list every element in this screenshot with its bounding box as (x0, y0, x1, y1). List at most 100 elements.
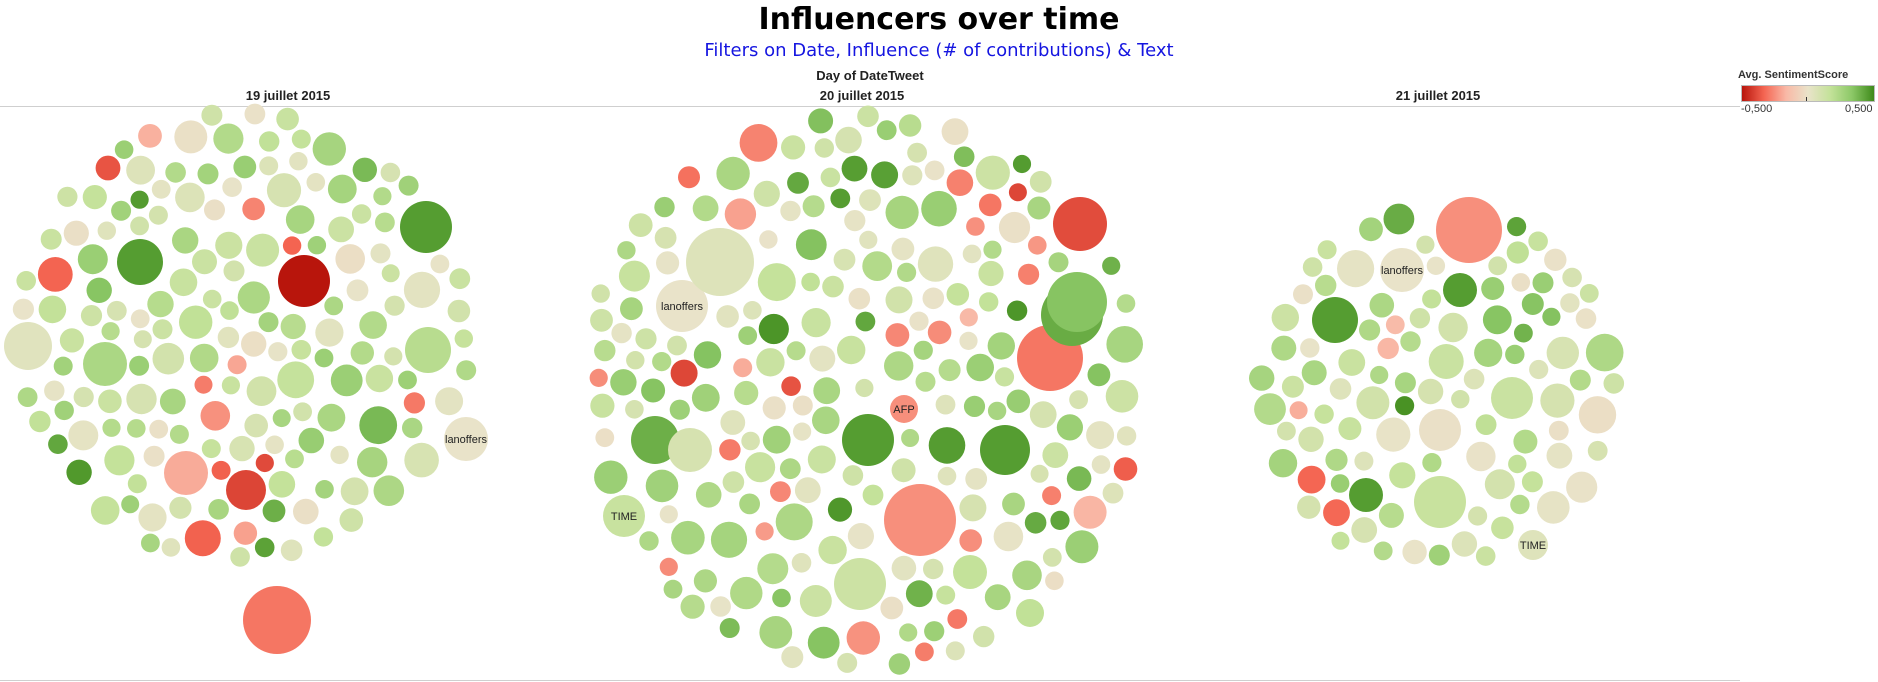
bubble[interactable] (384, 347, 403, 366)
bubble[interactable] (365, 364, 394, 393)
bubble[interactable] (220, 301, 239, 320)
bubble[interactable] (842, 465, 864, 486)
bubble[interactable] (1507, 217, 1527, 237)
bubble[interactable] (138, 123, 162, 148)
bubble[interactable] (1587, 440, 1608, 461)
bubble[interactable] (876, 120, 897, 141)
bubble[interactable] (1271, 335, 1297, 361)
bubble[interactable] (1521, 293, 1544, 315)
bubble[interactable] (255, 453, 274, 473)
bubble[interactable] (357, 447, 388, 478)
bubble[interactable] (370, 243, 391, 264)
bubble[interactable] (987, 401, 1007, 421)
bubble[interactable] (659, 505, 678, 524)
bubble[interactable] (339, 508, 364, 532)
bubble[interactable] (739, 493, 760, 515)
bubble[interactable] (959, 331, 978, 350)
bubble[interactable] (1532, 272, 1554, 294)
bubble[interactable] (117, 239, 163, 285)
bubble[interactable] (1468, 506, 1488, 526)
bubble[interactable] (1376, 417, 1411, 452)
bubble[interactable] (1314, 404, 1334, 424)
bubble[interactable] (83, 342, 127, 386)
bubble[interactable] (1338, 349, 1366, 376)
bubble[interactable] (1069, 390, 1088, 410)
bubble[interactable] (192, 249, 217, 275)
bubble[interactable] (635, 328, 657, 350)
bubble[interactable] (936, 585, 956, 605)
bubble[interactable] (915, 371, 936, 392)
bubble[interactable] (757, 553, 789, 585)
bubble[interactable] (1359, 217, 1383, 242)
bubble[interactable] (1481, 277, 1505, 300)
bubble[interactable] (743, 301, 762, 320)
bubble[interactable] (272, 409, 291, 428)
bubble[interactable] (63, 220, 89, 246)
bubble[interactable] (315, 318, 344, 347)
bubble[interactable] (1312, 297, 1358, 343)
bubble[interactable] (589, 368, 608, 387)
bubble[interactable] (671, 520, 705, 555)
bubble-lanoffers[interactable] (656, 280, 708, 332)
bubble[interactable] (762, 396, 786, 420)
bubble[interactable] (1548, 420, 1569, 441)
bubble[interactable] (799, 585, 832, 617)
bubble[interactable] (594, 339, 616, 362)
bubble[interactable] (905, 580, 933, 608)
bubble[interactable] (1042, 548, 1062, 567)
bubble[interactable] (617, 241, 636, 260)
bubble[interactable] (328, 216, 354, 243)
bubble[interactable] (293, 402, 312, 422)
bubble[interactable] (1578, 396, 1617, 434)
bubble[interactable] (1113, 457, 1138, 481)
bubble[interactable] (1542, 307, 1561, 326)
bubble[interactable] (775, 503, 813, 541)
bubble[interactable] (807, 626, 840, 659)
bubble[interactable] (29, 410, 51, 433)
bubble[interactable] (847, 523, 875, 550)
bubble-afp[interactable] (890, 395, 918, 423)
bubble[interactable] (130, 216, 150, 236)
bubble[interactable] (691, 383, 720, 412)
bubble[interactable] (1048, 252, 1069, 273)
bubble[interactable] (966, 217, 985, 236)
bubble[interactable] (917, 246, 954, 282)
bubble[interactable] (885, 286, 913, 314)
bubble[interactable] (759, 230, 778, 249)
bubble[interactable] (1491, 377, 1533, 419)
bubble[interactable] (1006, 300, 1028, 321)
bubble[interactable] (242, 197, 265, 221)
bubble[interactable] (720, 410, 746, 435)
bubble[interactable] (770, 481, 791, 502)
bubble[interactable] (1065, 530, 1099, 564)
bubble[interactable] (293, 498, 319, 525)
bubble[interactable] (1271, 303, 1300, 332)
bubble[interactable] (779, 458, 801, 480)
bubble[interactable] (285, 449, 304, 469)
bubble[interactable] (880, 596, 904, 620)
bubble[interactable] (149, 419, 169, 439)
bubble[interactable] (1513, 429, 1538, 454)
bubble[interactable] (610, 369, 637, 396)
bubble[interactable] (909, 311, 929, 331)
bubble[interactable] (1436, 197, 1502, 263)
bubble[interactable] (792, 395, 813, 416)
bubble[interactable] (278, 255, 330, 307)
bubble[interactable] (127, 419, 146, 438)
bubble[interactable] (1331, 531, 1350, 550)
bubble[interactable] (233, 155, 257, 179)
bubble[interactable] (801, 272, 820, 292)
bubble[interactable] (924, 621, 945, 642)
bubble[interactable] (973, 625, 995, 648)
bubble[interactable] (780, 200, 801, 222)
bubble[interactable] (1402, 539, 1427, 565)
bubble[interactable] (40, 228, 62, 250)
bubble[interactable] (1029, 401, 1057, 428)
bubble[interactable] (998, 211, 1031, 244)
bubble[interactable] (859, 230, 878, 249)
bubble[interactable] (1002, 492, 1025, 516)
bubble[interactable] (626, 351, 645, 370)
bubble[interactable] (106, 300, 127, 321)
bubble[interactable] (830, 188, 851, 209)
